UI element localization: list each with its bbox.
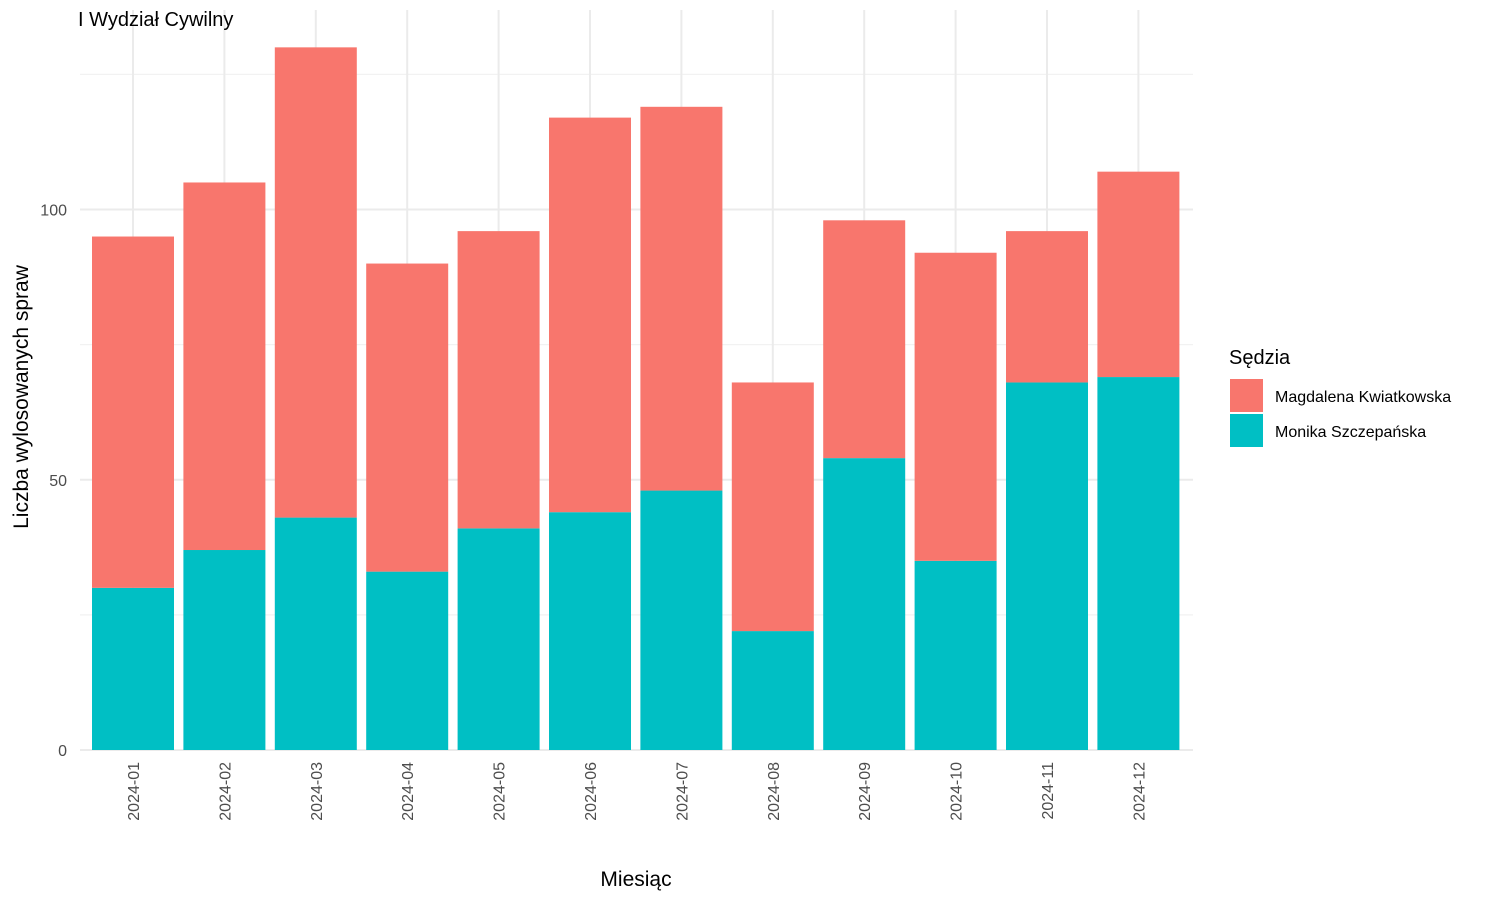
bar-segment: 2024-02 — Magdalena Kwiatkowska: 68 bbox=[183, 182, 266, 551]
x-tick-label: 2024-01 bbox=[126, 762, 143, 821]
bar-segment: 2024-05 — Magdalena Kwiatkowska: 55 bbox=[457, 231, 540, 529]
bar-segment: 2024-07 — Magdalena Kwiatkowska: 71 bbox=[640, 106, 723, 491]
y-tick-label: 0 bbox=[58, 743, 67, 760]
bar-segment: 2024-03 — Monika Szczepańska: 43 bbox=[274, 517, 357, 750]
x-tick-label: 2024-08 bbox=[766, 762, 783, 821]
bar-segment: 2024-02 — Monika Szczepańska: 37 bbox=[183, 550, 266, 750]
x-tick-label: 2024-04 bbox=[400, 762, 417, 821]
bar-segment: 2024-01 — Monika Szczepańska: 30 bbox=[92, 587, 174, 750]
bar-segment: 2024-10 — Magdalena Kwiatkowska: 57 bbox=[914, 252, 997, 561]
legend-swatch bbox=[1230, 414, 1263, 447]
bar-segment: 2024-08 — Magdalena Kwiatkowska: 46 bbox=[731, 382, 814, 632]
bars-layer: 2024-01 — Monika Szczepańska: 302024-01 … bbox=[92, 47, 1180, 750]
x-tick-label: 2024-11 bbox=[1040, 762, 1057, 820]
x-tick-label: 2024-06 bbox=[583, 762, 600, 821]
chart-title: I Wydział Cywilny bbox=[78, 9, 233, 31]
bar-segment: 2024-05 — Monika Szczepańska: 41 bbox=[457, 528, 540, 750]
legend-label: Magdalena Kwiatkowska bbox=[1275, 389, 1451, 406]
x-tick-labels: 2024-01 2024-02 2024-03 2024-04 2024-05 2024-… bbox=[126, 762, 1148, 821]
y-tick-labels: 0 50 100 bbox=[40, 203, 67, 761]
bar-segment: 2024-07 — Monika Szczepańska: 48 bbox=[640, 490, 723, 750]
legend-swatch bbox=[1230, 379, 1263, 412]
bar-segment: 2024-04 — Monika Szczepańska: 33 bbox=[366, 571, 449, 750]
x-tick-label: 2024-05 bbox=[492, 762, 509, 821]
legend: Sędzia Magdalena Kwiatkowska Monika Szcze… bbox=[1229, 347, 1451, 447]
bar-segment: 2024-09 — Magdalena Kwiatkowska: 44 bbox=[823, 220, 906, 459]
bar-segment: 2024-04 — Magdalena Kwiatkowska: 57 bbox=[366, 263, 449, 572]
bar-segment: 2024-06 — Magdalena Kwiatkowska: 73 bbox=[549, 117, 631, 513]
x-tick-label: 2024-12 bbox=[1131, 762, 1148, 821]
bar-segment: 2024-03 — Magdalena Kwiatkowska: 87 bbox=[274, 47, 357, 518]
bar-segment: 2024-12 — Monika Szczepańska: 69 bbox=[1097, 377, 1180, 750]
bar-segment: 2024-11 — Monika Szczepańska: 68 bbox=[1006, 382, 1088, 750]
x-tick-label: 2024-03 bbox=[309, 762, 326, 821]
bar-segment: 2024-06 — Monika Szczepańska: 44 bbox=[549, 512, 631, 750]
y-tick-label: 100 bbox=[40, 203, 67, 220]
x-tick-label: 2024-07 bbox=[674, 762, 691, 821]
legend-title: Sędzia bbox=[1229, 347, 1291, 369]
legend-items: Magdalena Kwiatkowska Monika Szczepańska bbox=[1230, 379, 1451, 447]
x-tick-label: 2024-02 bbox=[217, 762, 234, 821]
x-tick-label: 2024-10 bbox=[949, 762, 966, 821]
bar-segment: 2024-12 — Magdalena Kwiatkowska: 38 bbox=[1097, 171, 1180, 378]
bar-segment: 2024-10 — Monika Szczepańska: 35 bbox=[914, 560, 997, 750]
x-tick-label: 2024-09 bbox=[857, 762, 874, 821]
y-tick-label: 50 bbox=[49, 473, 67, 490]
bar-segment: 2024-01 — Magdalena Kwiatkowska: 65 bbox=[92, 236, 174, 588]
y-axis-label: Liczba wylosowanych spraw bbox=[10, 264, 33, 529]
bar-segment: 2024-09 — Monika Szczepańska: 54 bbox=[823, 458, 906, 750]
legend-label: Monika Szczepańska bbox=[1275, 424, 1426, 441]
x-axis-label: Miesiąc bbox=[600, 868, 671, 891]
bar-segment: 2024-11 — Magdalena Kwiatkowska: 28 bbox=[1006, 231, 1088, 383]
bar-segment: 2024-08 — Monika Szczepańska: 22 bbox=[731, 631, 814, 750]
